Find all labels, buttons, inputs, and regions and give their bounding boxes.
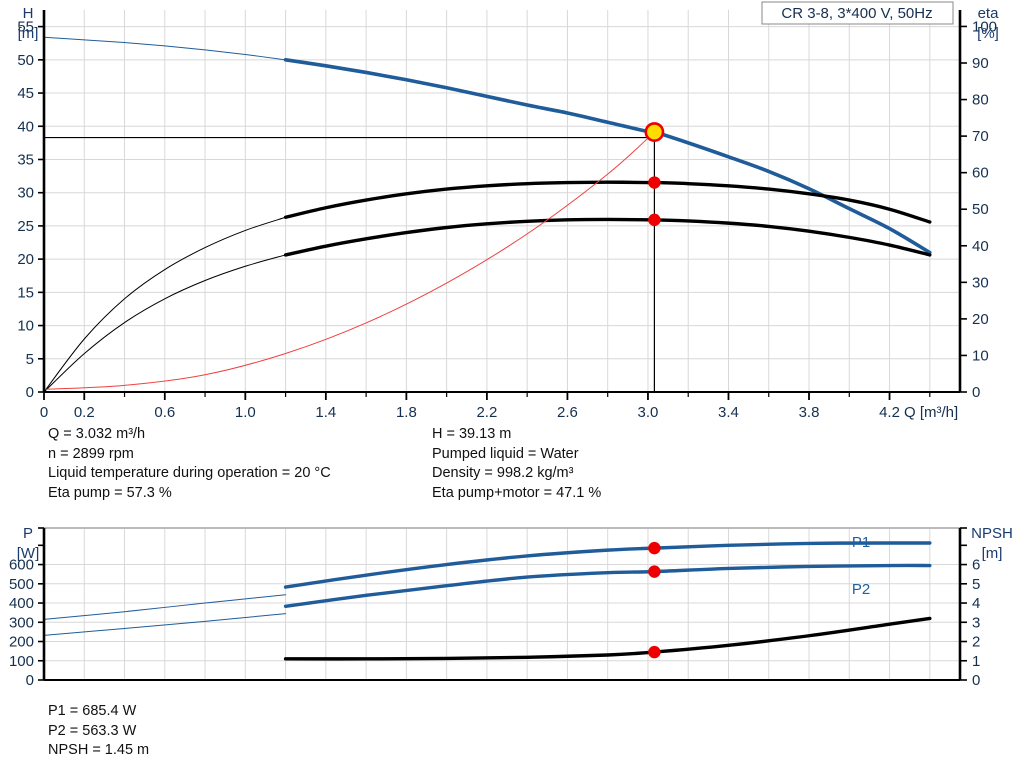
top-x-tick-label: 3.0 (638, 404, 659, 421)
eta-pump-marker (648, 176, 661, 189)
top-x-tick-label: 2.6 (557, 404, 578, 421)
top-right-tick-label: 20 (972, 311, 989, 328)
power-info-line-2: NPSH = 1.45 m (48, 742, 150, 758)
duty-info-left: Q = 3.032 m³/h n = 2899 rpm Liquid tempera… (48, 425, 331, 503)
top-left-axis-name: H (23, 5, 34, 22)
chart-title: CR 3-8, 3*400 V, 50Hz (781, 5, 932, 22)
top-right-tick-label: 90 (972, 55, 989, 72)
top-left-axis-unit: [m] (18, 25, 39, 42)
top-curve-h-head-full-range (43, 36, 287, 61)
power-info-line-1: P2 = 563.3 W (48, 722, 137, 739)
top-left-tick-label: 10 (17, 318, 34, 335)
top-left-tick-label: 55 (17, 19, 34, 36)
top-left-tick-label: 0 (26, 384, 34, 401)
bottom-right-tick-label: 0 (972, 672, 980, 689)
p2-marker (648, 565, 661, 578)
bottom-curve-p2-operating-range (283, 563, 932, 609)
top-x-tick-label: 4.2 (879, 404, 900, 421)
top-right-tick-label: 30 (972, 274, 989, 291)
bottom-right-tick-label: 3 (972, 614, 980, 631)
bottom-right-axis-name: NPSH (971, 525, 1013, 542)
top-curve-eta-pump-motor-operating-range (283, 217, 932, 257)
chart-title-box (761, 1, 954, 25)
bottom-right-tick-label: 6 (972, 557, 980, 574)
top-right-tick-label: 60 (972, 165, 989, 182)
bottom-left-tick-label: 300 (9, 614, 34, 631)
top-x-tick-label: 3.4 (718, 404, 739, 421)
top-curve-eta-pump-full-range (43, 216, 287, 393)
power-info-line-0: P1 = 685.4 W (48, 703, 137, 719)
duty-info-right: H = 39.13 m Pumped liquid = Water Density … (432, 425, 601, 503)
bottom-left-tick-label: 500 (9, 576, 34, 593)
duty-info-left-line-3: Eta pump = 57.3 % (48, 484, 172, 501)
top-x-tick-label: 1.4 (315, 404, 336, 421)
top-x-tick-label: 2.2 (476, 404, 497, 421)
duty-info-left-line-2: Liquid temperature during operation = 20… (48, 465, 331, 481)
bottom-left-tick-label: 400 (9, 595, 34, 612)
duty-info-right-line-2: Density = 998.2 kg/m³ (432, 465, 574, 481)
top-curve-eta-pump-operating-range (283, 180, 932, 224)
bottom-right-tick-label: 1 (972, 653, 980, 670)
bottom-left-tick-label: 200 (9, 634, 34, 651)
top-x-tick-label: 1.0 (235, 404, 256, 421)
top-left-tick-label: 20 (17, 251, 34, 268)
bottom-right-tick-label: 4 (972, 595, 980, 612)
top-left-tick-label: 50 (17, 52, 34, 69)
duty-info-right-line-3: Eta pump+motor = 47.1 % (432, 484, 602, 501)
bottom-left-axis-unit: [W] (17, 545, 40, 562)
top-right-axis-unit: [%] (977, 25, 999, 42)
bottom-right-tick-label: 5 (972, 576, 980, 593)
duty-point-marker[interactable] (644, 122, 665, 142)
duty-info-right-line-0: H = 39.13 m (432, 426, 512, 442)
top-right-tick-label: 10 (972, 347, 989, 364)
bottom-left-tick-label: 600 (9, 557, 34, 574)
p1-marker (648, 541, 661, 555)
bottom-curve-p2-full-range (43, 613, 287, 636)
bottom-curve-p1-full-range (43, 594, 287, 620)
p2-curve-label: P2 (852, 581, 870, 598)
top-left-tick-label: 35 (17, 151, 34, 168)
top-left-tick-label: 5 (26, 351, 34, 368)
top-right-tick-label: 80 (972, 92, 989, 109)
bottom-curve-p1-operating-range (283, 541, 932, 589)
top-left-tick-label: 30 (17, 185, 34, 202)
bottom-curve-npsh-operating-range (283, 616, 932, 661)
power-info: P1 = 685.4 W P2 = 563.3 W NPSH = 1.45 m (48, 702, 149, 761)
top-curve-system-curve (43, 131, 655, 390)
eta-pump-motor-marker (648, 213, 661, 227)
duty-info-right-line-1: Pumped liquid = Water (432, 445, 579, 462)
top-x-axis-label: Q [m³/h] (904, 404, 958, 421)
top-right-tick-label: 70 (972, 128, 989, 145)
top-left-tick-label: 45 (17, 85, 34, 102)
top-right-tick-label: 0 (972, 384, 980, 401)
top-curve-eta-pump-motor-full-range (43, 254, 287, 393)
bottom-left-tick-label: 0 (26, 672, 34, 689)
top-curve-h-head-operating-range (283, 58, 932, 255)
top-left-tick-label: 25 (17, 218, 34, 235)
bottom-right-axis-unit: [m] (982, 545, 1003, 562)
npsh-marker (648, 645, 661, 659)
bottom-left-tick-label: 100 (9, 653, 34, 670)
p1-curve-label: P1 (852, 534, 870, 551)
top-right-tick-label: 40 (972, 238, 989, 255)
bottom-right-tick-label: 2 (972, 634, 980, 651)
top-right-tick-label: 50 (972, 201, 989, 218)
top-x-tick-label: 1.8 (396, 404, 417, 421)
duty-info-left-line-1: n = 2899 rpm (48, 445, 134, 462)
top-x-tick-label: 0.6 (154, 404, 175, 421)
top-x-tick-label: 3.8 (799, 404, 820, 421)
bottom-left-axis-name: P (23, 525, 33, 542)
duty-info-left-line-0: Q = 3.032 m³/h (48, 426, 146, 442)
top-right-axis-name: eta (978, 5, 1000, 22)
top-right-tick-label: 100 (972, 18, 997, 35)
top-left-tick-label: 15 (17, 284, 34, 301)
top-left-tick-label: 40 (17, 118, 34, 135)
top-x-tick-label: 0.2 (74, 404, 95, 421)
top-x-tick-label: 0 (40, 404, 48, 421)
